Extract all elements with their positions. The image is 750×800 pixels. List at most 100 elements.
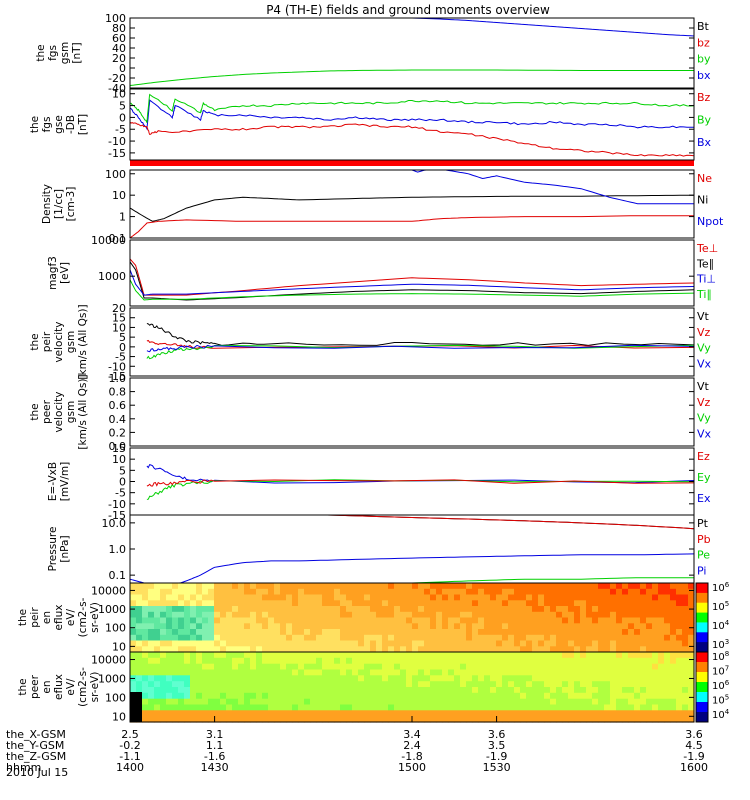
spectrogram-cell [418,675,425,682]
spectrogram-cell [376,657,383,665]
spectrogram-cell [520,687,527,694]
spectrogram-cell [652,704,659,711]
spectrogram-cell [628,698,635,706]
spectrogram-cell [460,710,467,717]
spectrogram-cell [148,646,155,653]
spectrogram-cell [358,687,365,694]
spectrogram-cell [580,657,587,665]
spectrogram-cell [286,606,293,613]
spectrogram-cell [484,623,491,630]
spectrogram-cell [160,646,167,653]
legend-entry-Bx: Bx [697,136,712,149]
spectrogram-cell [670,704,677,711]
spectrogram-cell [490,646,497,653]
spectrogram-cell [664,629,671,636]
spectrogram-cell [580,675,587,682]
spectrogram-cell [652,640,659,647]
spectrogram-cell [496,617,503,624]
spectrogram-cell [538,629,545,636]
spectrogram-cell [130,681,137,688]
spectrogram-cell [346,669,353,676]
spectrogram-cell [634,704,641,711]
spectrogram-cell [520,675,527,682]
spectrogram-cell [232,588,239,596]
spectrogram-cell [436,652,443,659]
spectrogram-cell [556,652,563,659]
spectrogram-cell [160,698,167,706]
spectrogram-cell [232,663,239,671]
y-tick-label: -10 [108,498,126,511]
colorbar-tick-label: 107 [712,665,729,678]
spectrogram-cell [502,710,509,717]
spectrogram-cell [160,617,167,624]
spectrogram-cell [586,594,593,601]
spectrogram-cell [688,634,695,642]
spectrogram-cell [460,704,467,711]
spectrogram-cell [580,623,587,630]
spectrogram-cell [184,634,191,642]
spectrogram-cell [562,646,569,653]
spectrogram-cell [442,692,449,700]
x-tick-label-hhmm: 1430 [201,761,229,774]
spectrogram-cell [616,652,623,659]
spectrogram-cell [352,611,359,619]
spectrogram-cell [148,704,155,711]
spectrogram-cell [394,663,401,671]
spectrogram-cell [514,606,521,613]
spectrogram-cell [388,594,395,601]
spectrogram-cell [682,669,689,676]
spectrogram-cell [436,710,443,717]
spectrogram-cell [298,669,305,676]
spectrogram-cell [370,594,377,601]
spectrogram-cell [496,716,503,723]
y-axis-label: en [41,680,53,693]
x-annotation-value: -1.9 [683,750,704,763]
spectrogram-cell [580,698,587,706]
colorbar-segment [696,602,708,614]
spectrogram-cell [394,657,401,665]
spectrogram-cell [142,704,149,711]
spectrogram-cell [610,634,617,642]
spectrogram-cell [346,687,353,694]
spectrogram-cell [592,594,599,601]
spectrogram-cell [472,652,479,659]
spectrogram-cell [286,710,293,717]
spectrogram-cell [622,583,629,590]
spectrogram-cell [340,623,347,630]
spectrogram-cell [322,663,329,671]
spectrogram-cell [340,611,347,619]
spectrogram-cell [310,623,317,630]
spectrogram-cell [532,611,539,619]
spectrogram-cell [364,611,371,619]
spectrogram-cell [640,710,647,717]
spectrogram-cell [592,583,599,590]
spectrogram-cell [532,710,539,717]
y-axis-label: [nT] [77,114,89,135]
spectrogram-cell [580,583,587,590]
spectrogram-cell [148,623,155,630]
spectrogram-cell [298,710,305,717]
spectrogram-cell [526,617,533,624]
spectrogram-cell [268,588,275,596]
spectrogram-cell [514,600,521,607]
panel-frame [129,307,695,377]
spectrogram-cell [424,606,431,613]
spectrogram-cell [412,594,419,601]
spectrogram-cell [658,583,665,590]
spectrogram-cell [364,663,371,671]
spectrogram-cell [166,657,173,665]
spectrogram-cell [652,663,659,671]
spectrogram-cell [382,646,389,653]
spectrogram-cell [244,640,251,647]
spectrogram-cell [352,594,359,601]
spectrogram-cell [562,640,569,647]
spectrogram-cell [538,692,545,700]
spectrogram-cell [274,675,281,682]
spectrogram-cell [376,600,383,607]
spectrogram-cell [646,634,653,642]
spectrogram-cell [688,710,695,717]
spectrogram-cell [136,600,143,607]
spectrogram-cell [166,617,173,624]
spectrogram-cell [250,640,257,647]
